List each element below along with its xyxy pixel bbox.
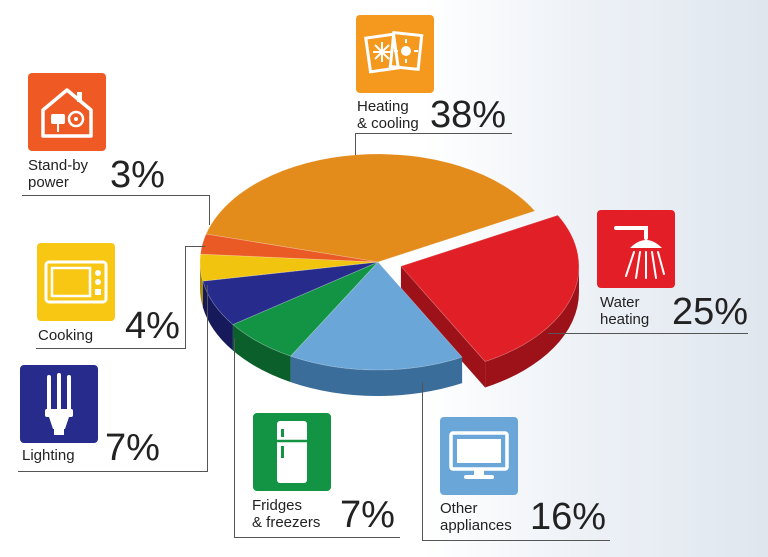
standby-plug-icon bbox=[28, 73, 106, 151]
slice-value-other-appliances: 16% bbox=[530, 496, 607, 538]
pie-slice-heating-cooling bbox=[205, 153, 536, 263]
fridge-icon bbox=[253, 413, 331, 491]
pie-side-other-appliances bbox=[290, 356, 463, 396]
leader-line-heating-cooling bbox=[355, 133, 512, 134]
slice-label-water-heating: Water heating bbox=[600, 294, 650, 328]
slice-value-water-heating: 25% bbox=[672, 291, 749, 333]
television-icon bbox=[440, 417, 518, 495]
slice-label-cooking: Cooking bbox=[38, 327, 94, 344]
slice-value-lighting: 7% bbox=[105, 427, 160, 469]
pie-slice-lighting bbox=[202, 261, 379, 326]
leader-line-water-heating bbox=[548, 333, 748, 334]
leader-line-other-appliances bbox=[422, 540, 610, 541]
slice-label-heating-cooling: Heating & cooling bbox=[357, 98, 419, 132]
slice-label-other-appliances: Other appliances bbox=[440, 500, 512, 534]
slice-label-lighting: Lighting bbox=[22, 447, 75, 464]
leader-line-stand-by-power-vertical bbox=[209, 195, 210, 225]
pie-side-cooking bbox=[200, 262, 203, 308]
heating-cooling-icon bbox=[356, 15, 434, 93]
leader-line-heating-cooling-vertical bbox=[355, 133, 356, 155]
leader-line-lighting-vertical bbox=[207, 285, 208, 472]
pie-side-water-heating bbox=[485, 266, 579, 388]
leader-line-cooking-top bbox=[185, 246, 205, 247]
pie-side-fridges-freezers bbox=[232, 324, 291, 383]
light-bulb-icon bbox=[20, 365, 98, 443]
microwave-icon bbox=[37, 243, 115, 321]
pie-side-lighting bbox=[202, 281, 233, 351]
pie-slice-fridges-freezers bbox=[232, 261, 379, 357]
slice-label-fridges-freezers: Fridges & freezers bbox=[252, 497, 321, 531]
slice-value-cooking: 4% bbox=[125, 305, 180, 347]
pie-slice-water-heating bbox=[400, 214, 580, 362]
slice-value-fridges-freezers: 7% bbox=[340, 494, 395, 536]
leader-line-fridges-freezers bbox=[234, 537, 400, 538]
leader-line-other-appliances-vertical bbox=[422, 382, 423, 541]
leader-line-stand-by-power bbox=[22, 195, 210, 196]
leader-line-fridges-freezers-vertical bbox=[234, 338, 235, 538]
leader-line-cooking-vertical bbox=[185, 246, 186, 349]
shower-icon bbox=[597, 210, 675, 288]
leader-line-cooking bbox=[36, 348, 186, 349]
pie-slice-other-appliances bbox=[289, 261, 463, 371]
slice-value-stand-by-power: 3% bbox=[110, 154, 165, 196]
pie-slice-stand-by-power bbox=[200, 233, 379, 263]
slice-label-stand-by-power: Stand-by power bbox=[28, 157, 89, 191]
slice-value-heating-cooling: 38% bbox=[430, 94, 507, 136]
pie-slice-cooking bbox=[199, 253, 379, 282]
leader-line-lighting bbox=[18, 471, 208, 472]
pie-cut-face-water-heating-1 bbox=[400, 266, 486, 388]
